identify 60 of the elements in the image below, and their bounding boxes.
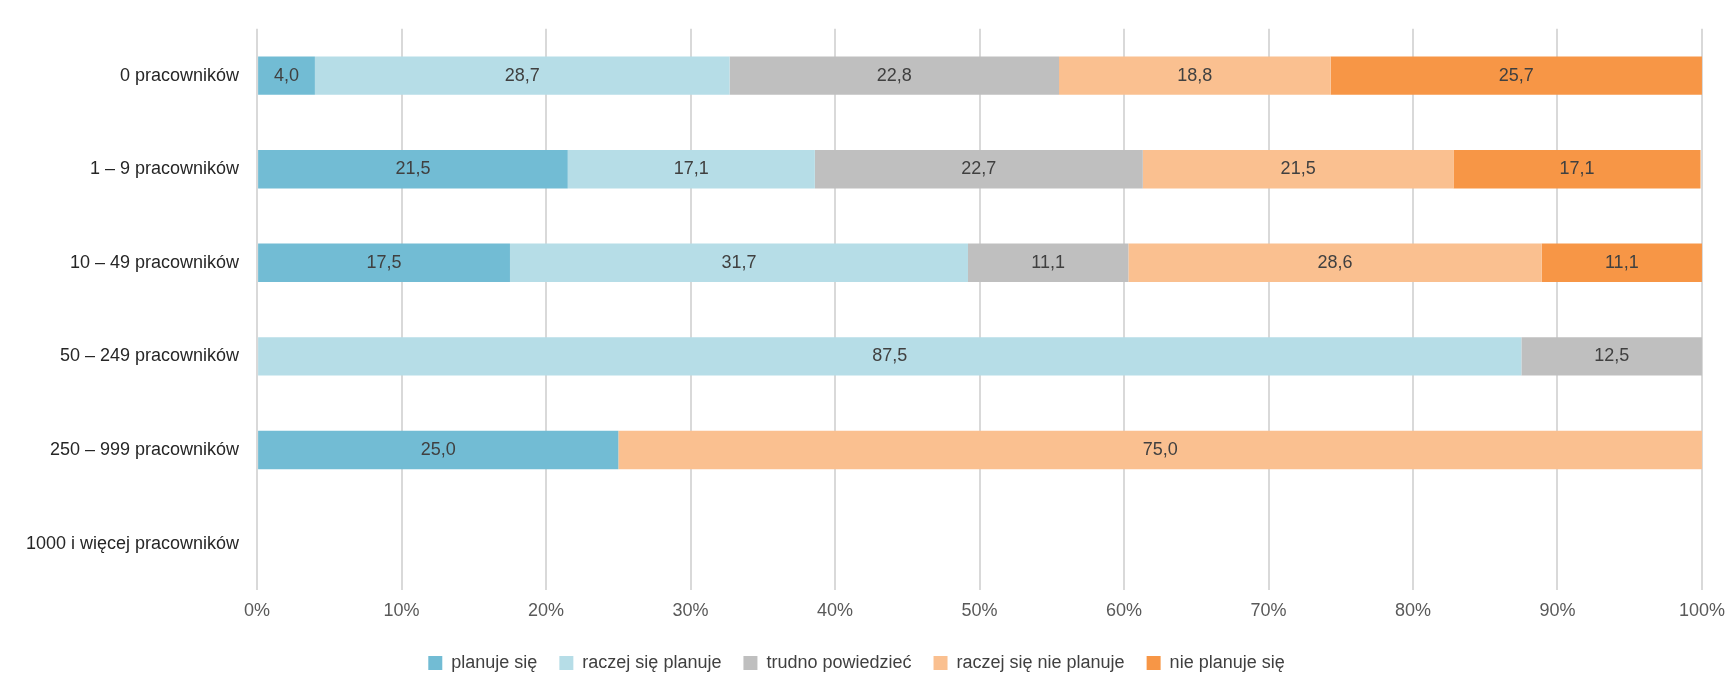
bar [258,56,315,95]
bar [509,243,968,282]
x-tick-label: 30% [672,600,709,621]
legend-label: raczej się nie planuje [956,651,1125,672]
bar [729,56,1060,95]
bar [258,150,568,189]
data-label: 75,0 [1142,438,1178,459]
bar [618,430,1702,470]
data-label: 17,1 [1559,158,1595,179]
data-label: 11,1 [1031,251,1066,272]
x-tick-label: 0% [244,600,271,621]
data-label: 31,7 [721,251,757,272]
bar [967,243,1129,282]
y-tick-label: 1000 i więcej pracowników [26,532,241,553]
legend-label: nie planuje się [1169,651,1285,672]
bar [1142,150,1454,189]
legend-label: trudno powiedzieć [766,651,912,672]
data-label: 25,0 [420,438,456,459]
bar [1128,243,1542,282]
bar [567,150,815,189]
y-tick-label: 0 pracowników [120,64,241,85]
data-label: 87,5 [872,345,908,366]
y-tick-label: 50 – 249 pracowników [59,345,241,366]
x-tick-label: 100% [1678,600,1725,621]
data-label: 12,5 [1594,345,1630,366]
bar [314,56,730,95]
bar [1521,337,1702,376]
bar [1453,150,1701,189]
data-label: 22,7 [961,158,997,179]
data-label: 28,6 [1317,251,1353,272]
y-tick-label: 1 – 9 pracowników [90,158,241,179]
legend-label: planuje się [451,651,538,672]
bar [814,150,1143,189]
data-label: 4,0 [273,64,300,85]
data-label: 21,5 [395,158,431,179]
legend-label: raczej się planuje [582,651,722,672]
data-label: 22,8 [876,64,912,85]
data-label: 25,7 [1498,64,1534,85]
y-tick-label: 10 – 49 pracowników [70,251,241,272]
x-tick-label: 50% [961,600,998,621]
bar [1330,56,1702,95]
x-tick-label: 60% [1106,600,1143,621]
bar [258,430,619,470]
x-tick-label: 10% [383,600,420,621]
x-tick-label: 20% [528,600,565,621]
data-label: 21,5 [1280,158,1316,179]
data-label: 28,7 [504,64,540,85]
data-label: 17,5 [366,251,402,272]
bar [1059,56,1331,95]
x-tick-label: 70% [1250,600,1287,621]
bar [1541,243,1702,282]
y-tick-label: 250 – 999 pracowników [49,438,241,459]
data-label: 11,1 [1604,251,1639,272]
bar [258,337,1522,376]
x-tick-label: 80% [1394,600,1432,621]
bar [258,243,510,282]
data-label: 18,8 [1177,64,1213,85]
x-tick-label: 40% [817,600,854,621]
x-tick-label: 90% [1539,600,1576,621]
data-label: 17,1 [673,158,709,179]
